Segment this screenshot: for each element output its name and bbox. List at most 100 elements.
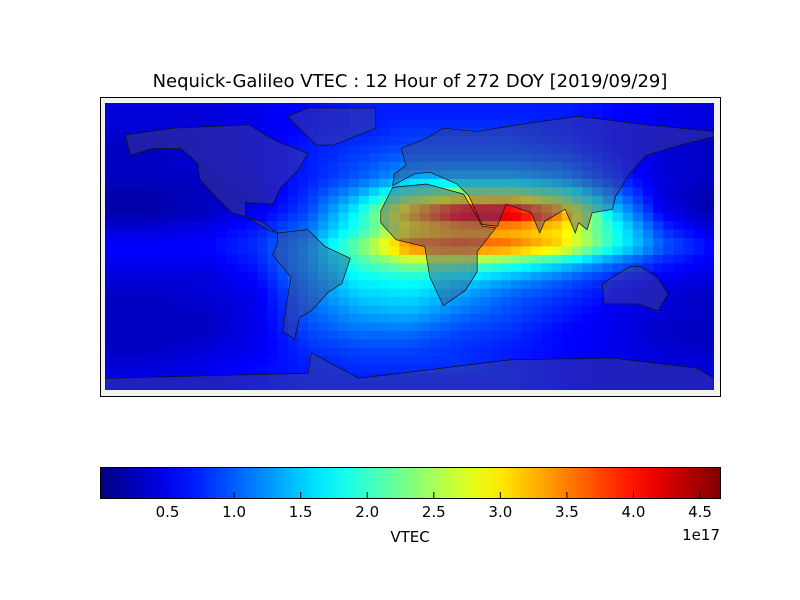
heatmap-cell xyxy=(429,331,441,341)
heatmap-cell xyxy=(683,364,695,374)
heatmap-cell xyxy=(145,356,157,366)
heatmap-cell xyxy=(186,373,197,383)
heatmap-cell xyxy=(521,195,532,205)
heatmap-cell xyxy=(642,373,654,383)
heatmap-cell xyxy=(216,238,228,248)
heatmap-cell xyxy=(247,381,258,390)
heatmap-cell xyxy=(541,145,553,155)
heatmap-cell xyxy=(257,263,268,273)
heatmap-cell xyxy=(135,229,147,239)
heatmap-cell xyxy=(602,314,614,324)
heatmap-cell xyxy=(105,331,116,341)
heatmap-cell xyxy=(399,322,411,332)
heatmap-cell xyxy=(115,246,126,256)
heatmap-cell xyxy=(328,195,340,205)
heatmap-cell xyxy=(115,178,126,188)
heatmap-cell xyxy=(693,297,705,307)
heatmap-cell xyxy=(176,347,187,357)
heatmap-cell xyxy=(176,364,187,374)
heatmap-cell xyxy=(379,297,390,307)
heatmap-cell xyxy=(460,195,471,205)
heatmap-cell xyxy=(521,373,532,383)
heatmap-cell xyxy=(318,195,329,205)
heatmap-cell xyxy=(186,162,197,172)
heatmap-cell xyxy=(338,364,350,374)
heatmap-cell xyxy=(673,162,685,172)
heatmap-cell xyxy=(186,305,197,315)
heatmap-cell xyxy=(663,178,674,188)
heatmap-cell xyxy=(683,170,695,180)
colorbar-tick-label: 2.0 xyxy=(355,503,380,521)
heatmap-cell xyxy=(226,314,238,324)
heatmap-cell xyxy=(196,288,208,298)
heatmap-cell xyxy=(490,364,502,374)
heatmap-cell xyxy=(297,331,309,341)
heatmap-cell xyxy=(622,331,634,341)
heatmap-cell xyxy=(419,162,431,172)
heatmap-cell xyxy=(460,119,471,129)
heatmap-cell xyxy=(105,288,116,298)
heatmap-cell xyxy=(551,136,563,146)
heatmap-cell xyxy=(632,263,644,273)
heatmap-cell xyxy=(622,246,634,256)
heatmap-cell xyxy=(186,136,197,146)
heatmap-cell xyxy=(318,280,329,290)
heatmap-cell xyxy=(521,263,532,273)
heatmap-cell xyxy=(165,254,177,264)
heatmap-cell xyxy=(165,347,177,357)
heatmap-cell xyxy=(470,322,482,332)
continent-south-america xyxy=(272,229,351,341)
heatmap-cell xyxy=(155,187,167,197)
heatmap-cell xyxy=(642,221,654,231)
heatmap-cell xyxy=(165,212,177,222)
heatmap-cell xyxy=(470,229,482,239)
heatmap-cell xyxy=(551,347,563,357)
heatmap-cell xyxy=(226,153,238,163)
heatmap-cell xyxy=(348,271,360,281)
heatmap-cell xyxy=(297,246,309,256)
heatmap-cell xyxy=(622,136,634,146)
heatmap-cell xyxy=(450,305,461,315)
heatmap-cell xyxy=(206,136,218,146)
heatmap-cell xyxy=(653,153,664,163)
heatmap-cell xyxy=(561,119,573,129)
heatmap-cell xyxy=(196,381,208,390)
heatmap-cell xyxy=(318,238,329,248)
heatmap-cell xyxy=(622,229,634,239)
heatmap-cell xyxy=(450,271,461,281)
heatmap-cell xyxy=(105,145,116,155)
heatmap-cell xyxy=(399,221,411,231)
heatmap-cell xyxy=(693,162,705,172)
heatmap-cell xyxy=(115,145,126,155)
heatmap-cell xyxy=(470,280,482,290)
heatmap-cell xyxy=(480,263,492,273)
heatmap-cell xyxy=(653,322,664,332)
heatmap-cell xyxy=(338,204,350,214)
heatmap-cell xyxy=(297,381,309,390)
heatmap-cell xyxy=(541,178,553,188)
heatmap-cell xyxy=(703,221,714,231)
heatmap-cell xyxy=(145,128,157,138)
heatmap-cell xyxy=(683,246,695,256)
heatmap-cell xyxy=(419,381,431,390)
heatmap-cell xyxy=(632,288,644,298)
heatmap-cell xyxy=(358,297,370,307)
heatmap-cell xyxy=(429,339,441,349)
heatmap-cell xyxy=(226,187,238,197)
heatmap-cell xyxy=(379,347,390,357)
heatmap-cell xyxy=(267,263,279,273)
heatmap-cell xyxy=(500,212,512,222)
heatmap-cell xyxy=(135,381,147,390)
heatmap-cell xyxy=(115,314,126,324)
heatmap-cell xyxy=(561,111,573,121)
heatmap-cell xyxy=(115,364,126,374)
heatmap-cell xyxy=(206,178,218,188)
heatmap-cell xyxy=(582,221,593,231)
heatmap-cell xyxy=(409,170,421,180)
heatmap-cell xyxy=(399,204,411,214)
heatmap-cell xyxy=(105,271,116,281)
heatmap-cell xyxy=(297,263,309,273)
heatmap-cell xyxy=(389,288,400,298)
heatmap-cell xyxy=(297,187,309,197)
heatmap-cell xyxy=(511,271,522,281)
